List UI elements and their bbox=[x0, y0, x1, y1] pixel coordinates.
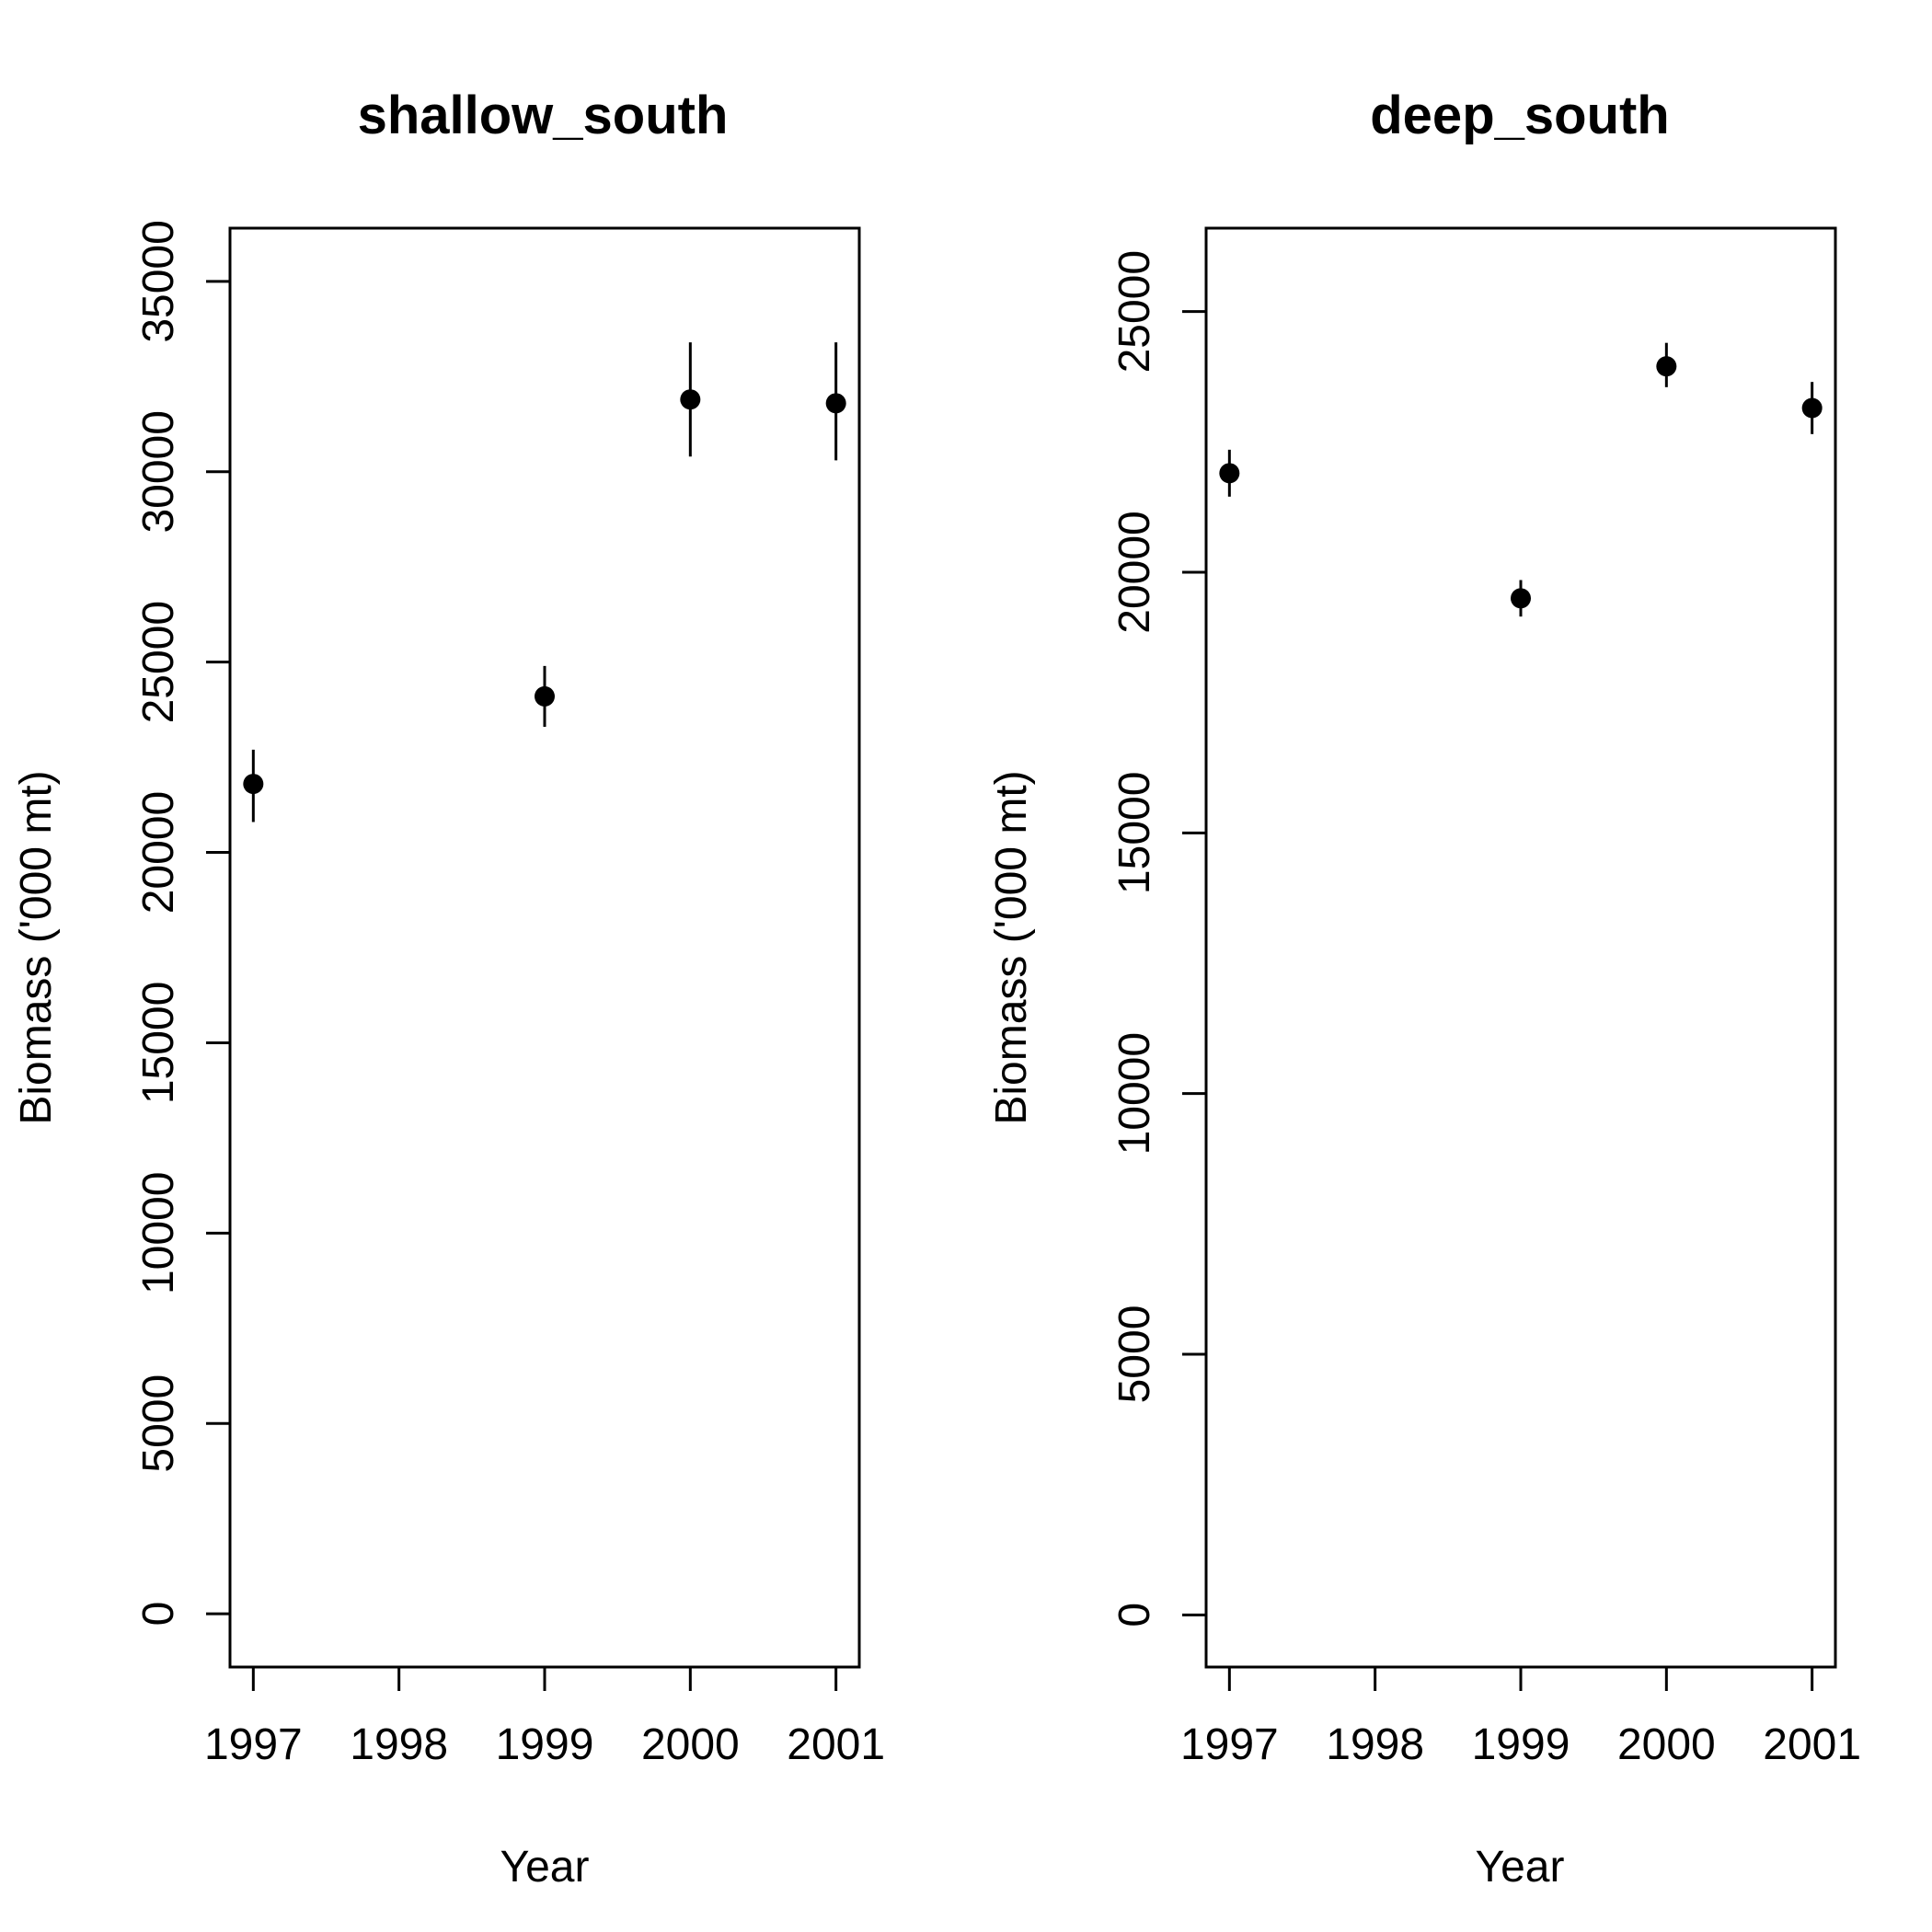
y-tick-label: 15000 bbox=[1110, 772, 1159, 894]
x-tick-label: 1998 bbox=[350, 1720, 448, 1769]
x-tick-label: 1997 bbox=[204, 1720, 303, 1769]
x-tick-label: 1999 bbox=[1472, 1720, 1570, 1769]
y-tick-label: 0 bbox=[134, 1602, 183, 1627]
chart-title: shallow_south bbox=[358, 86, 729, 145]
data-series bbox=[243, 342, 846, 822]
y-tick-label: 20000 bbox=[1110, 511, 1159, 633]
y-tick-label: 0 bbox=[1110, 1603, 1159, 1627]
data-point bbox=[1219, 463, 1240, 484]
y-tick-label: 35000 bbox=[134, 220, 183, 342]
data-point bbox=[680, 389, 701, 410]
x-tick-label: 2001 bbox=[787, 1720, 885, 1769]
panel-deep-south: deep_south 0 5000 10000 15000 20000 25000 199… bbox=[987, 86, 1861, 1892]
y-tick-label: 5000 bbox=[134, 1374, 183, 1473]
data-point bbox=[1801, 397, 1823, 419]
y-tick-label: 20000 bbox=[134, 791, 183, 914]
y-tick-label: 5000 bbox=[1110, 1305, 1159, 1404]
x-axis: 1997 1998 1999 2000 2001 bbox=[1180, 1667, 1861, 1769]
data-point bbox=[243, 774, 264, 795]
x-axis-label: Year bbox=[500, 1843, 590, 1892]
y-tick-label: 25000 bbox=[134, 601, 183, 723]
plot-frame bbox=[228, 226, 861, 1669]
x-tick-label: 2000 bbox=[641, 1720, 740, 1769]
x-tick-label: 2001 bbox=[1763, 1720, 1861, 1769]
x-tick-label: 1998 bbox=[1326, 1720, 1424, 1769]
x-axis: 1997 1998 1999 2000 2001 bbox=[204, 1667, 885, 1769]
y-axis: 0 5000 10000 15000 20000 25000 bbox=[1110, 250, 1206, 1627]
panel-shallow-south: shallow_south 0 5000 10000 15000 20000 25000 3… bbox=[12, 86, 885, 1892]
data-point bbox=[1656, 356, 1677, 377]
data-point bbox=[825, 393, 846, 414]
y-tick-label: 10000 bbox=[1110, 1032, 1159, 1155]
plot-frame bbox=[1204, 226, 1837, 1669]
x-tick-label: 2000 bbox=[1617, 1720, 1716, 1769]
y-tick-label: 15000 bbox=[134, 982, 183, 1104]
y-axis-label: Biomass ('000 mt) bbox=[12, 770, 61, 1124]
x-tick-label: 1997 bbox=[1180, 1720, 1279, 1769]
y-tick-label: 25000 bbox=[1110, 250, 1159, 373]
chart-title: deep_south bbox=[1370, 86, 1670, 145]
data-series bbox=[1219, 342, 1823, 617]
data-point bbox=[535, 685, 555, 707]
x-axis-label: Year bbox=[1476, 1843, 1565, 1892]
x-tick-label: 1999 bbox=[496, 1720, 594, 1769]
data-point bbox=[1511, 588, 1531, 609]
y-axis: 0 5000 10000 15000 20000 25000 30000 35000 bbox=[134, 220, 230, 1626]
y-tick-label: 10000 bbox=[134, 1172, 183, 1294]
y-tick-label: 30000 bbox=[134, 410, 183, 533]
y-axis-label: Biomass ('000 mt) bbox=[987, 770, 1036, 1124]
